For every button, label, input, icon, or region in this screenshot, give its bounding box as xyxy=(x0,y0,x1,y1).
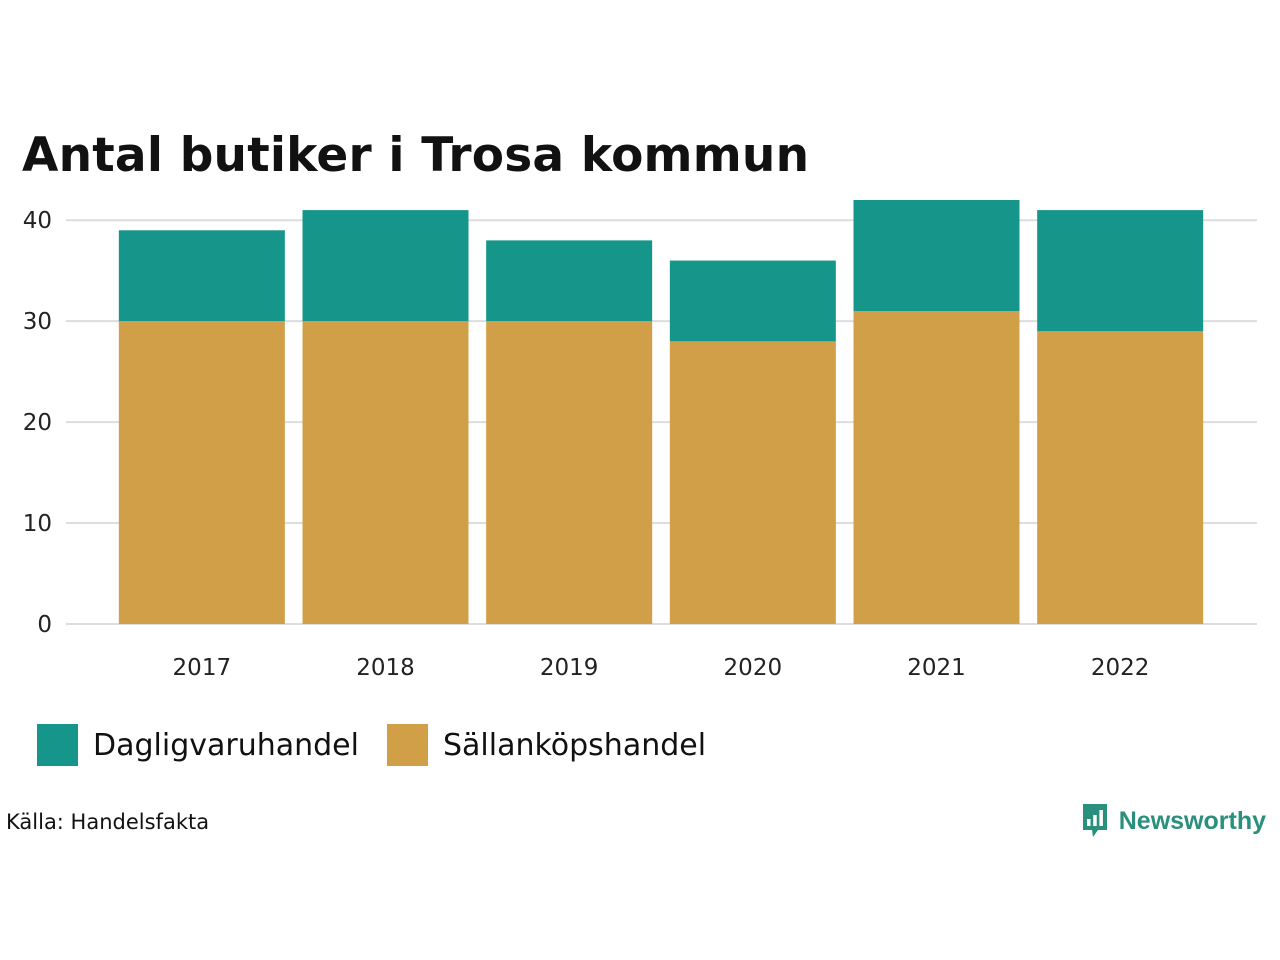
x-axis-ticks: 2017 2018 2019 2020 2021 2022 xyxy=(173,655,1150,681)
bar-sallankopshandel-2018 xyxy=(302,321,469,624)
legend-swatch-sallankopshandel xyxy=(386,724,428,766)
x-tick-label-2021: 2021 xyxy=(907,655,966,681)
x-tick-label-2022: 2022 xyxy=(1091,655,1150,681)
y-axis-ticks: 0 10 20 30 40 xyxy=(23,208,52,638)
bar-dagligvaruhandel-2020 xyxy=(669,260,836,342)
chart-title: Antal butiker i Trosa kommun xyxy=(22,128,810,183)
bar-sallankopshandel-2021 xyxy=(853,311,1020,624)
legend-swatch-dagligvaruhandel xyxy=(37,724,78,766)
bar-sallankopshandel-2017 xyxy=(118,321,285,624)
bar-sallankopshandel-2020 xyxy=(669,341,836,624)
y-tick-label-30: 30 xyxy=(23,309,52,335)
x-tick-label-2020: 2020 xyxy=(724,655,783,681)
legend-item-sallankopshandel: Sällanköpshandel xyxy=(386,724,707,766)
newsworthy-logo-icon xyxy=(1082,804,1107,837)
x-tick-label-2017: 2017 xyxy=(173,655,232,681)
bar-dagligvaruhandel-2019 xyxy=(486,240,653,322)
bar-dagligvaruhandel-2021 xyxy=(853,200,1020,312)
bar-sallankopshandel-2019 xyxy=(486,321,653,624)
x-tick-label-2019: 2019 xyxy=(540,655,599,681)
x-tick-label-2018: 2018 xyxy=(356,655,415,681)
y-tick-label-40: 40 xyxy=(23,208,52,234)
legend: Dagligvaruhandel Sällanköpshandel xyxy=(37,724,734,766)
bar-dagligvaruhandel-2022 xyxy=(1037,210,1204,332)
bar-sallankopshandel-2022 xyxy=(1037,331,1204,624)
y-tick-label-20: 20 xyxy=(23,410,52,436)
brand-name: Newsworthy xyxy=(1118,806,1266,835)
legend-label-dagligvaruhandel: Dagligvaruhandel xyxy=(93,727,359,763)
legend-label-sallankopshandel: Sällanköpshandel xyxy=(442,727,707,763)
source-note: Källa: Handelsfakta xyxy=(6,810,210,834)
bar-dagligvaruhandel-2018 xyxy=(302,210,469,322)
bars xyxy=(118,200,1204,624)
y-tick-label-10: 10 xyxy=(23,511,52,537)
bar-dagligvaruhandel-2017 xyxy=(118,230,285,322)
stacked-bar-chart: 0 10 20 30 40 2017 2018 2019 2020 2021 2022 xyxy=(23,200,1257,681)
legend-item-dagligvaruhandel: Dagligvaruhandel xyxy=(37,724,359,766)
y-tick-label-0: 0 xyxy=(37,612,52,638)
brand-logo: Newsworthy xyxy=(1081,802,1266,840)
